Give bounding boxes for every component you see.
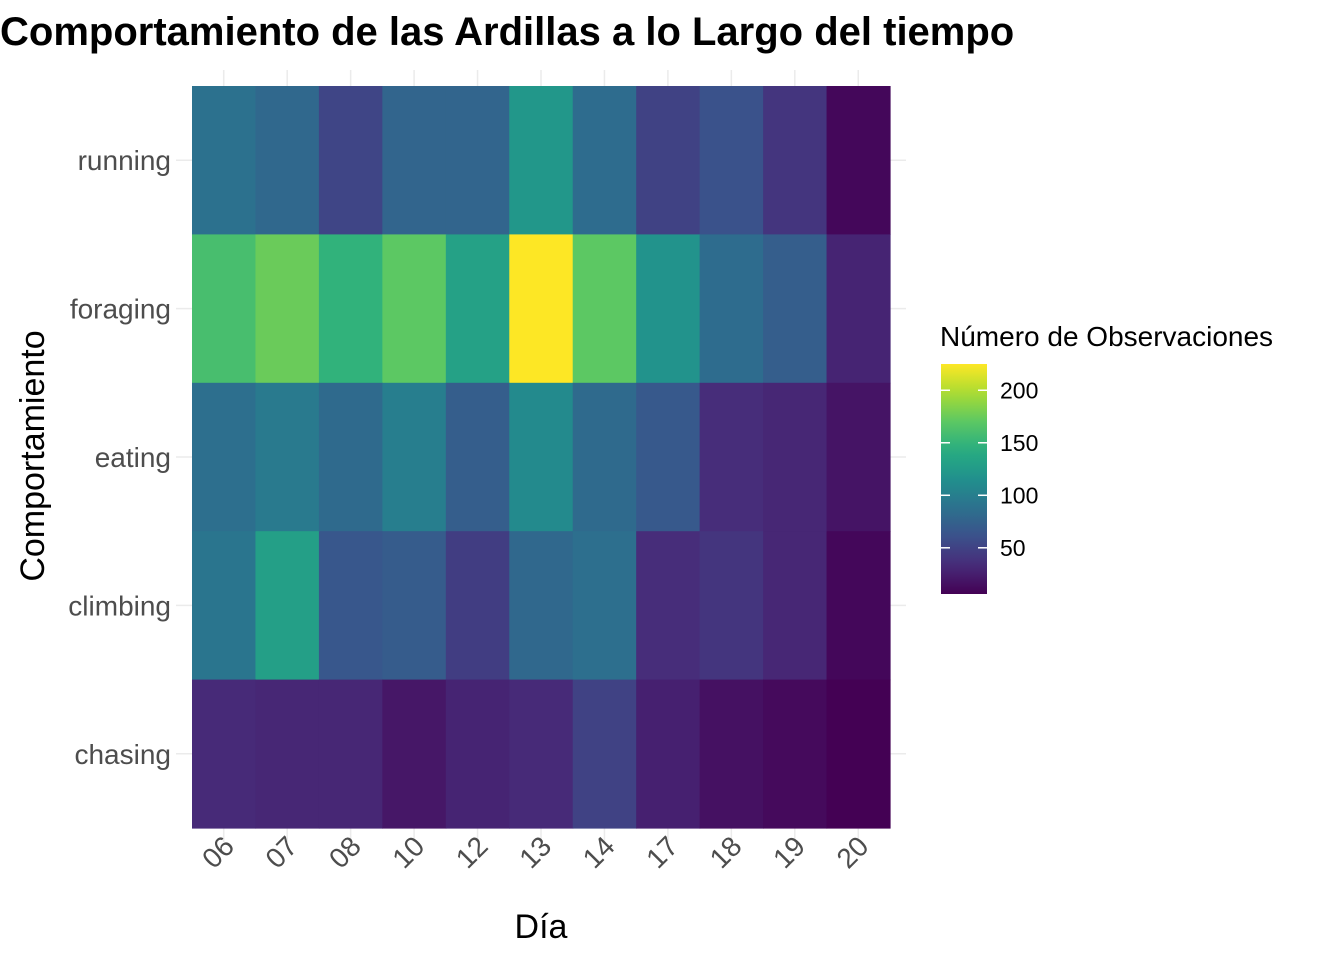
- x-tick-label: 08: [323, 830, 367, 874]
- x-axis-title: Día: [515, 908, 568, 946]
- legend-tick-label: 50: [1000, 535, 1026, 561]
- legend-colorbar: [941, 364, 987, 594]
- heatmap-cell: [445, 234, 510, 384]
- x-tick-label: 12: [450, 830, 494, 874]
- heatmap-cell: [699, 679, 764, 829]
- heatmap-cell: [318, 679, 383, 829]
- heatmap-cell: [826, 86, 891, 235]
- heatmap-cell: [763, 679, 828, 829]
- heatmap-cell: [255, 531, 320, 681]
- heatmap-cell: [509, 679, 574, 829]
- heatmap-cell: [192, 86, 257, 235]
- heatmap-cell: [636, 679, 701, 829]
- y-tick-label: eating: [95, 442, 171, 473]
- heatmap-cell: [572, 382, 637, 532]
- y-axis-title: Comportamiento: [14, 330, 52, 581]
- heatmap-cell: [826, 679, 891, 829]
- heatmap-cell: [318, 234, 383, 384]
- heatmap-cell: [572, 531, 637, 681]
- heatmap-cell: [509, 382, 574, 532]
- heatmap-cell: [509, 234, 574, 384]
- y-axis-ticks: running foraging eating climbing chasing: [68, 145, 171, 770]
- x-tick-label: 14: [577, 830, 621, 874]
- x-tick-label: 06: [196, 830, 240, 874]
- x-tick-label: 07: [259, 830, 303, 874]
- y-tick-label: foraging: [70, 294, 171, 325]
- chart-title: Comportamiento de las Ardillas a lo Larg…: [0, 10, 1015, 54]
- legend-title: Número de Observaciones: [940, 321, 1273, 352]
- heatmap-cell: [699, 234, 764, 384]
- heatmap-cell: [826, 531, 891, 681]
- heatmap-cell: [318, 531, 383, 681]
- y-tick-label: chasing: [74, 739, 171, 770]
- heatmap-cell: [572, 679, 637, 829]
- heatmap-cell: [763, 86, 828, 235]
- heatmap-cell: [826, 382, 891, 532]
- heatmap-cell: [382, 234, 447, 384]
- x-tick-label: 13: [513, 830, 557, 874]
- heatmap-cell: [382, 679, 447, 829]
- heatmap-cells: [192, 86, 891, 829]
- heatmap-cell: [255, 234, 320, 384]
- heatmap-cell: [445, 382, 510, 532]
- heatmap-cell: [636, 234, 701, 384]
- heatmap-cell: [192, 679, 257, 829]
- heatmap-cell: [699, 86, 764, 235]
- heatmap-cell: [699, 531, 764, 681]
- heatmap-cell: [636, 531, 701, 681]
- x-tick-label: 20: [831, 830, 875, 874]
- heatmap-cell: [255, 382, 320, 532]
- x-tick-label: 10: [386, 830, 430, 874]
- heatmap-cell: [763, 234, 828, 384]
- heatmap-cell: [509, 531, 574, 681]
- heatmap-cell: [382, 86, 447, 235]
- heatmap-cell: [636, 86, 701, 235]
- heatmap-cell: [572, 234, 637, 384]
- heatmap-cell: [255, 679, 320, 829]
- heatmap-cell: [699, 382, 764, 532]
- legend-tick-label: 150: [1000, 430, 1038, 456]
- legend-tick-label: 100: [1000, 482, 1038, 508]
- heatmap-cell: [192, 531, 257, 681]
- heatmap-cell: [318, 382, 383, 532]
- x-tick-label: 18: [704, 830, 748, 874]
- heatmap-cell: [445, 86, 510, 235]
- heatmap-cell: [255, 86, 320, 235]
- heatmap-cell: [572, 86, 637, 235]
- x-axis-ticks: 06 07 08 10 12 13 14 17 18 19 20: [196, 830, 874, 874]
- heatmap-cell: [763, 382, 828, 532]
- color-legend: Número de Observaciones 50 100 150 200: [940, 321, 1273, 594]
- heatmap-cell: [636, 382, 701, 532]
- heatmap-cell: [445, 531, 510, 681]
- y-tick-label: climbing: [68, 590, 171, 621]
- x-tick-label: 19: [767, 830, 811, 874]
- heatmap-cell: [763, 531, 828, 681]
- heatmap-cell: [826, 234, 891, 384]
- heatmap-cell: [318, 86, 383, 235]
- heatmap-cell: [382, 382, 447, 532]
- heatmap-cell: [509, 86, 574, 235]
- y-tick-label: running: [78, 145, 171, 176]
- x-tick-label: 17: [640, 830, 684, 874]
- heatmap-cell: [192, 234, 257, 384]
- legend-tick-label: 200: [1000, 377, 1038, 403]
- heatmap-cell: [382, 531, 447, 681]
- heatmap-cell: [445, 679, 510, 829]
- legend-ticks: 50 100 150 200: [941, 377, 1038, 561]
- heatmap-cell: [192, 382, 257, 532]
